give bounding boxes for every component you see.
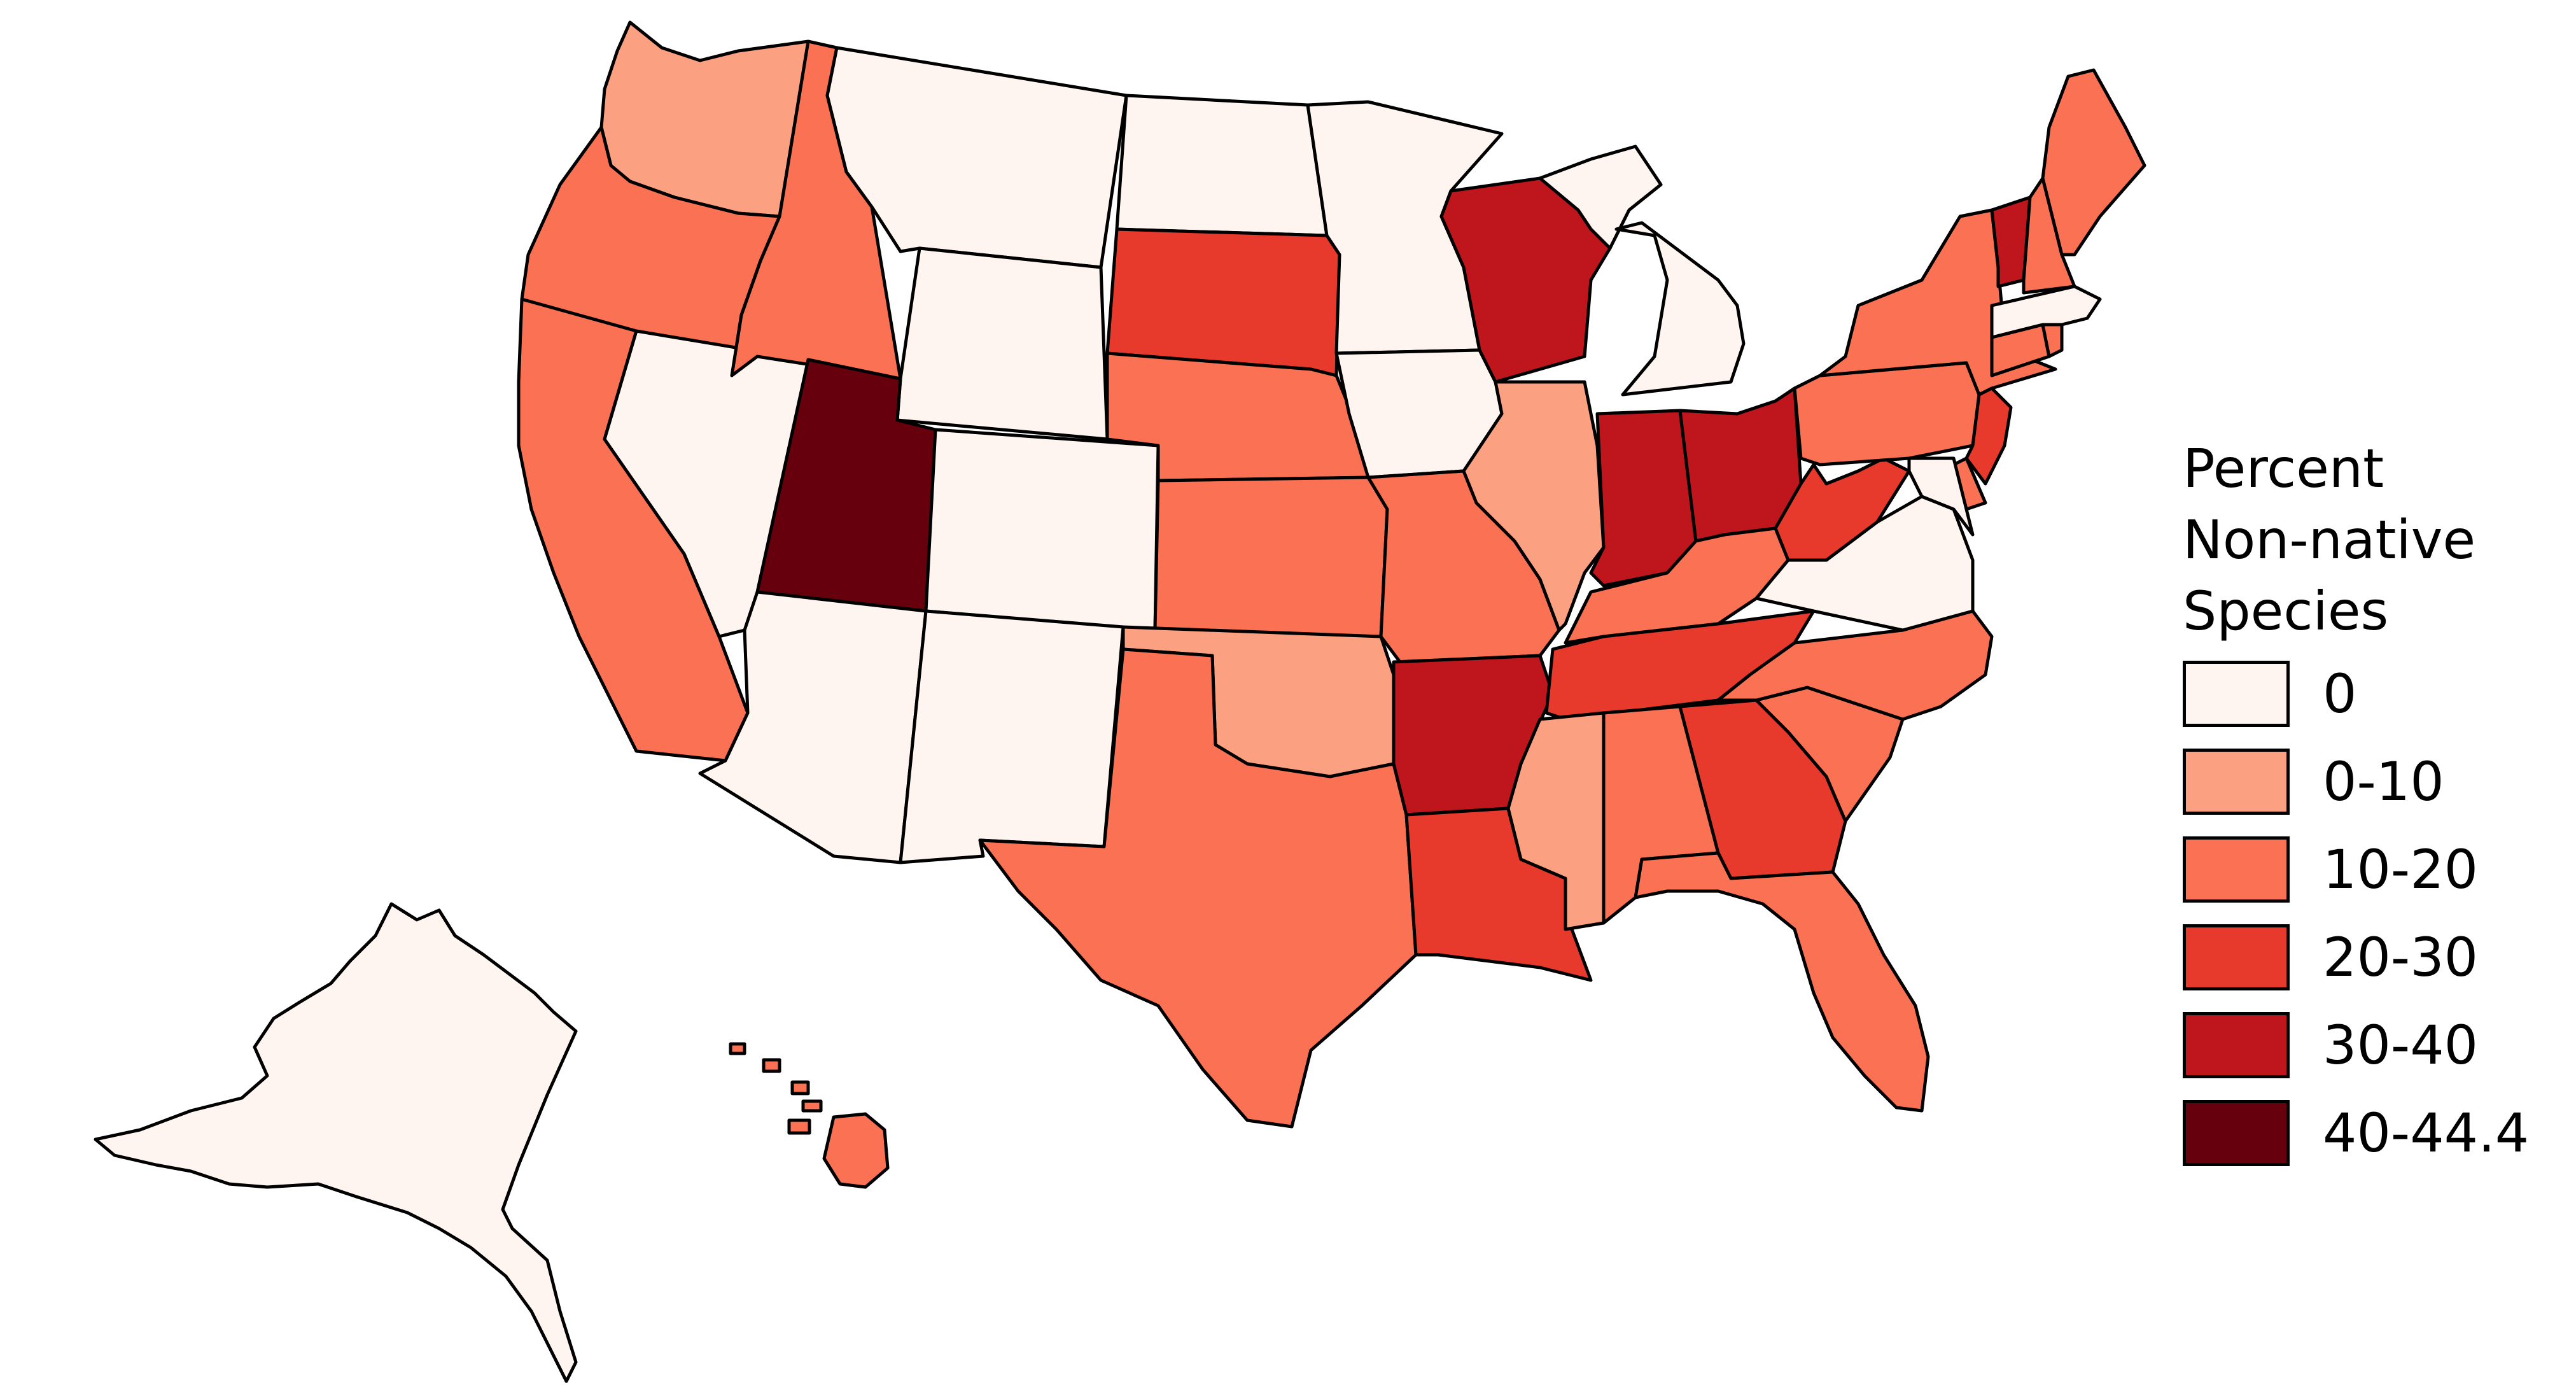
- state-shape-maryland: [1907, 456, 1975, 537]
- state-kansas: [1153, 475, 1389, 638]
- legend-swatch: [2183, 749, 2290, 815]
- state-shape-kansas: [1153, 475, 1389, 638]
- state-wyoming: [895, 246, 1109, 441]
- state-colorado: [924, 428, 1160, 632]
- legend-label: 0: [2323, 663, 2357, 725]
- state-florida: [1634, 851, 1930, 1113]
- legend: Percent Non-native Species 0 0-10 10-20 …: [2183, 433, 2565, 1185]
- legend-swatch: [2183, 1100, 2290, 1166]
- state-shape-north-dakota: [1115, 94, 1329, 237]
- legend-title-line-1: Percent: [2183, 437, 2384, 500]
- legend-title-line-3: Species: [2183, 580, 2389, 642]
- legend-label: 40-44.4: [2323, 1102, 2530, 1164]
- state-alaska: [94, 902, 578, 1383]
- state-north-dakota: [1115, 94, 1329, 237]
- state-vermont: [1990, 195, 2032, 288]
- state-shape-colorado: [924, 428, 1160, 632]
- state-shape-alaska: [94, 902, 578, 1383]
- state-shape-maine: [2041, 68, 2146, 257]
- legend-title: Percent Non-native Species: [2183, 433, 2565, 647]
- legend-item-5: 40-44.4: [2183, 1097, 2565, 1169]
- state-shape-hawaii-1: [822, 1112, 890, 1189]
- legend-swatch: [2183, 836, 2290, 903]
- state-shape-hawaii-6: [729, 1042, 746, 1055]
- legend-label: 20-30: [2323, 926, 2479, 989]
- legend-label: 30-40: [2323, 1014, 2479, 1076]
- state-shape-wyoming: [895, 246, 1109, 441]
- state-shape-pennsylvania: [1793, 361, 1981, 467]
- legend-item-1: 0-10: [2183, 746, 2565, 817]
- state-shape-new-mexico: [899, 609, 1125, 864]
- legend-label: 10-20: [2323, 838, 2479, 901]
- state-shape-new-jersey: [1964, 386, 2013, 486]
- state-hawaii: [729, 1042, 890, 1189]
- state-massachusetts: [1990, 285, 2102, 339]
- state-montana: [825, 46, 1128, 269]
- legend-item-0: 0: [2183, 658, 2565, 729]
- state-shape-massachusetts: [1990, 285, 2102, 339]
- state-south-dakota: [1105, 227, 1341, 377]
- state-maine: [2041, 68, 2146, 257]
- state-shape-hawaii-4: [790, 1080, 810, 1095]
- state-pennsylvania: [1793, 361, 1981, 467]
- state-michigan: [1538, 144, 1746, 397]
- legend-item-3: 20-30: [2183, 922, 2565, 993]
- state-shape-hawaii-5: [762, 1058, 781, 1073]
- states-layer: [94, 20, 2146, 1383]
- state-new-jersey: [1964, 386, 2013, 486]
- legend-title-line-2: Non-native: [2183, 509, 2476, 571]
- state-maryland: [1907, 456, 1975, 537]
- state-texas: [978, 647, 1418, 1129]
- state-shape-michigan-1: [1538, 144, 1663, 250]
- legend-item-4: 30-40: [2183, 1010, 2565, 1081]
- state-new-mexico: [899, 609, 1125, 864]
- legend-item-2: 10-20: [2183, 834, 2565, 905]
- state-shape-hawaii-3: [801, 1099, 823, 1113]
- state-shape-vermont: [1990, 195, 2032, 288]
- state-shape-south-dakota: [1105, 227, 1341, 377]
- state-shape-texas: [978, 647, 1418, 1129]
- state-shape-montana: [825, 46, 1128, 269]
- state-shape-florida: [1634, 851, 1930, 1113]
- state-shape-hawaii-2: [787, 1118, 811, 1135]
- legend-swatch: [2183, 1012, 2290, 1078]
- state-shape-michigan-2: [1614, 221, 1746, 397]
- legend-swatch: [2183, 924, 2290, 990]
- legend-swatch: [2183, 661, 2290, 727]
- legend-label: 0-10: [2323, 750, 2444, 813]
